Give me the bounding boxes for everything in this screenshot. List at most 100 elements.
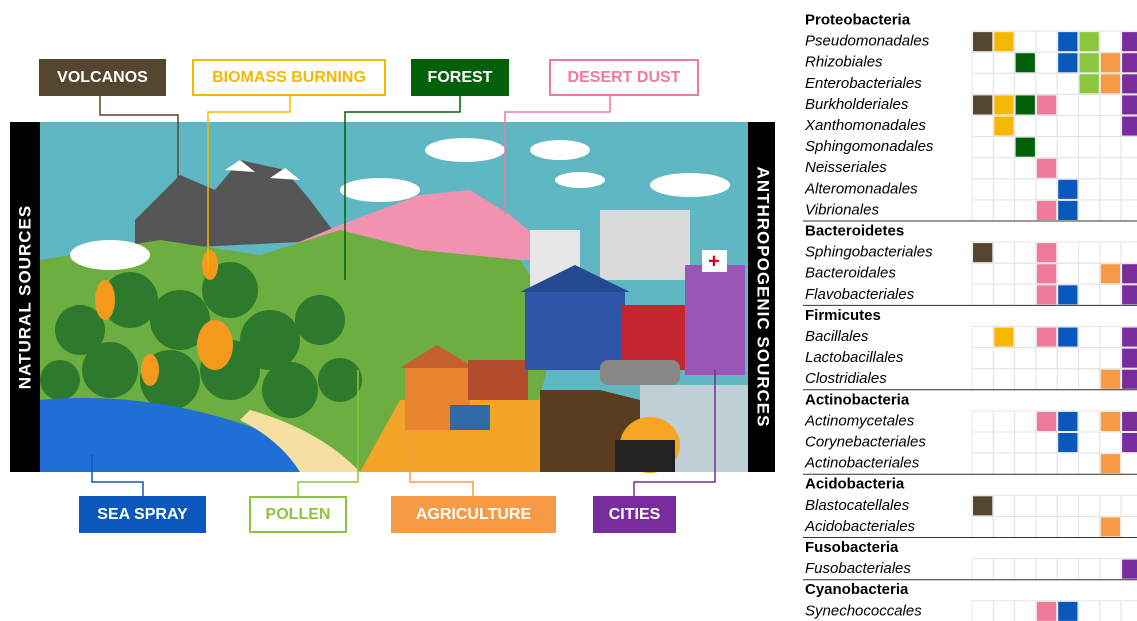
presence-cell: [994, 95, 1014, 115]
cell: [971, 178, 994, 201]
cell: [1014, 347, 1037, 370]
cell: [1099, 283, 1122, 306]
cell: [1014, 283, 1037, 306]
cell: [1099, 494, 1122, 517]
cell: [1014, 558, 1037, 581]
presence-cell: [1122, 32, 1137, 52]
cell: [1035, 72, 1058, 95]
presence-cell: [1036, 264, 1057, 284]
source-label: AGRICULTURE: [416, 506, 532, 523]
cell: [971, 136, 994, 159]
presence-cell: [973, 243, 993, 263]
side-label: NATURAL SOURCES: [15, 205, 34, 389]
presence-cell: [1036, 243, 1057, 263]
cell: [1014, 326, 1037, 349]
cell: [1099, 199, 1122, 222]
presence-cell: [1058, 53, 1078, 73]
presence-cell: [973, 496, 993, 516]
presence-cell: [1122, 95, 1137, 115]
cell: [1035, 51, 1058, 74]
presence-cell: [973, 95, 993, 115]
cell: [992, 262, 1016, 285]
cell: [1078, 157, 1101, 180]
cell: [1014, 431, 1037, 454]
cell: [992, 515, 1016, 539]
presence-cell: [1100, 454, 1121, 474]
cell: [971, 558, 994, 581]
presence-cell: [1100, 53, 1121, 73]
cell: [1120, 157, 1137, 180]
cell: [992, 283, 1016, 306]
order-name: Blastocatellales: [805, 497, 910, 514]
cell: [1035, 494, 1058, 517]
presence-cell: [1036, 158, 1057, 178]
cell: [992, 431, 1016, 454]
cell: [1120, 600, 1137, 621]
cell: [992, 410, 1016, 433]
connectors: [91, 95, 716, 497]
cell: [992, 600, 1016, 621]
side-label: ANTHROPOGENIC SOURCES: [754, 167, 773, 428]
cell: [1035, 30, 1058, 53]
cell: [971, 431, 994, 454]
presence-cell: [1122, 327, 1137, 347]
order-name: Sphingobacteriales: [805, 244, 933, 261]
cell: [1120, 136, 1137, 159]
source-box: [549, 59, 699, 96]
cell: [1035, 347, 1058, 370]
cell: [1014, 494, 1037, 517]
source-box: [391, 496, 556, 533]
scene: +: [40, 122, 748, 473]
order-name: Synechococcales: [805, 602, 922, 619]
cell: [1014, 30, 1037, 53]
cell: [1078, 600, 1101, 621]
source-label: FOREST: [428, 69, 493, 86]
cell: [1120, 241, 1137, 264]
source-box: [593, 496, 676, 533]
cell: [1120, 494, 1137, 517]
cell: [1035, 115, 1058, 138]
order-name: Bacteroidales: [805, 265, 896, 282]
cell: [971, 283, 994, 306]
cell: [1056, 115, 1079, 138]
cell: [1099, 600, 1122, 621]
right-band: [748, 122, 775, 472]
cell: [1056, 72, 1079, 95]
cell: [971, 452, 994, 475]
presence-cell: [1100, 517, 1121, 537]
presence-cell: [994, 116, 1014, 136]
order-name: Fusobacteriales: [805, 560, 911, 577]
cell: [1035, 452, 1058, 475]
cell: [992, 241, 1016, 264]
presence-cell: [1036, 200, 1057, 220]
source-box: [79, 496, 206, 533]
cell: [1078, 241, 1101, 264]
cell: [1014, 72, 1037, 95]
cell: [1120, 515, 1137, 539]
order-name: Rhizobiales: [805, 54, 883, 71]
cell: [1056, 157, 1079, 180]
cell: [1078, 326, 1101, 349]
order-name: Acidobacteriales: [804, 518, 916, 535]
cell: [1078, 283, 1101, 306]
cell: [1099, 30, 1122, 53]
presence-cell: [1058, 327, 1078, 347]
cell: [1078, 136, 1101, 159]
cell: [1099, 347, 1122, 370]
cell: [1014, 157, 1037, 180]
cell: [971, 600, 994, 621]
cell: [1014, 600, 1037, 621]
presence-cell: [1058, 200, 1078, 220]
cell: [1078, 178, 1101, 201]
cell: [971, 51, 994, 74]
cell: [971, 515, 994, 539]
cell: [1078, 494, 1101, 517]
order-name: Sphingomonadales: [805, 138, 934, 155]
cell: [1078, 410, 1101, 433]
order-name: Actinomycetales: [804, 412, 915, 429]
cell: [1014, 452, 1037, 475]
cell: [1035, 431, 1058, 454]
cell: [971, 72, 994, 95]
presence-cell: [1122, 348, 1137, 368]
presence-cell: [1079, 53, 1099, 73]
